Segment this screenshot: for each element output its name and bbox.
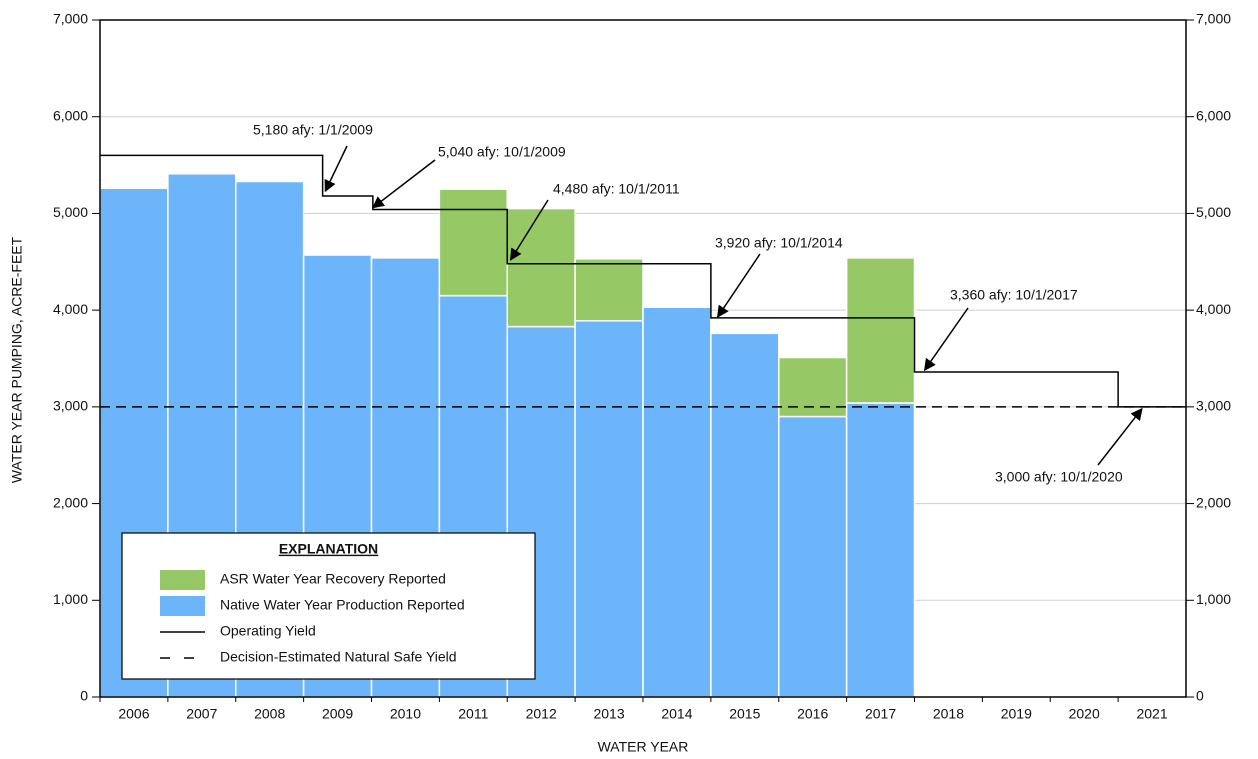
bar xyxy=(642,306,712,698)
x-tick-label: 2014 xyxy=(661,706,692,722)
y-tick-label: 6,000 xyxy=(53,107,88,123)
legend-title: EXPLANATION xyxy=(279,541,378,557)
y2-tick-label: 7,000 xyxy=(1196,11,1231,27)
x-axis-label: WATER YEAR xyxy=(598,739,689,755)
y2-tick-label: 2,000 xyxy=(1196,494,1231,510)
bar xyxy=(778,356,848,418)
y2-tick-label: 4,000 xyxy=(1196,301,1231,317)
bar xyxy=(845,257,916,404)
x-tick-label: 2017 xyxy=(865,706,896,722)
legend-label: Operating Yield xyxy=(220,623,316,639)
y2-tick-label: 0 xyxy=(1196,688,1204,704)
legend-label: ASR Water Year Recovery Reported xyxy=(220,571,446,587)
y2-tick-label: 5,000 xyxy=(1196,204,1231,220)
annotation: 4,480 afy: 10/1/2011 xyxy=(553,181,680,197)
y-tick-label: 1,000 xyxy=(53,591,88,607)
annotation-arrow xyxy=(324,145,348,193)
x-tick-label: 2012 xyxy=(526,706,557,722)
annotation-arrow xyxy=(371,159,436,209)
x-tick-label: 2021 xyxy=(1136,706,1167,722)
x-tick-label: 2009 xyxy=(322,706,353,722)
x-tick-label: 2008 xyxy=(254,706,285,722)
annotation-arrow xyxy=(1097,407,1143,466)
x-tick-label: 2015 xyxy=(729,706,760,722)
bar xyxy=(438,188,508,297)
annotation: 5,180 afy: 1/1/2009 xyxy=(253,122,373,138)
annotation: 3,000 afy: 10/1/2020 xyxy=(995,469,1123,485)
y-tick-label: 0 xyxy=(80,688,88,704)
x-tick-label: 2019 xyxy=(1001,706,1032,722)
x-tick-label: 2011 xyxy=(458,706,488,722)
bar xyxy=(506,207,576,328)
y2-tick-label: 6,000 xyxy=(1196,107,1231,123)
annotation-arrow xyxy=(510,199,549,261)
legend-label: Decision-Estimated Natural Safe Yield xyxy=(220,649,457,665)
x-tick-label: 2016 xyxy=(797,706,828,722)
y-tick-label: 3,000 xyxy=(53,398,88,414)
bar xyxy=(574,320,644,698)
y-tick-label: 2,000 xyxy=(53,494,88,510)
legend-label: Native Water Year Production Reported xyxy=(220,597,465,613)
y2-tick-label: 3,000 xyxy=(1196,398,1231,414)
y-tick-label: 5,000 xyxy=(53,204,88,220)
plot-frame xyxy=(99,19,1187,698)
y2-tick-label: 1,000 xyxy=(1196,591,1231,607)
legend-swatch xyxy=(160,570,205,590)
annotation: 3,920 afy: 10/1/2014 xyxy=(715,235,843,251)
annotation: 3,360 afy: 10/1/2017 xyxy=(950,287,1078,303)
x-tick-label: 2018 xyxy=(933,706,964,722)
annotation: 5,040 afy: 10/1/2009 xyxy=(438,144,566,160)
annotation-arrow xyxy=(923,307,969,372)
bar xyxy=(845,402,916,698)
annotation-arrow xyxy=(716,253,761,318)
y-tick-label: 7,000 xyxy=(53,11,88,27)
x-tick-label: 2007 xyxy=(186,706,217,722)
bar xyxy=(574,258,644,322)
bar xyxy=(778,415,848,698)
x-tick-label: 2006 xyxy=(118,706,149,722)
line xyxy=(100,154,1186,408)
y-tick-label: 4,000 xyxy=(53,301,88,317)
x-tick-label: 2013 xyxy=(593,706,624,722)
x-tick-label: 2010 xyxy=(390,706,421,722)
y-axis-label: WATER YEAR PUMPING, ACRE-FEET xyxy=(9,236,25,483)
x-tick-label: 2020 xyxy=(1069,706,1100,722)
bar xyxy=(710,332,780,698)
legend-swatch xyxy=(160,596,205,616)
